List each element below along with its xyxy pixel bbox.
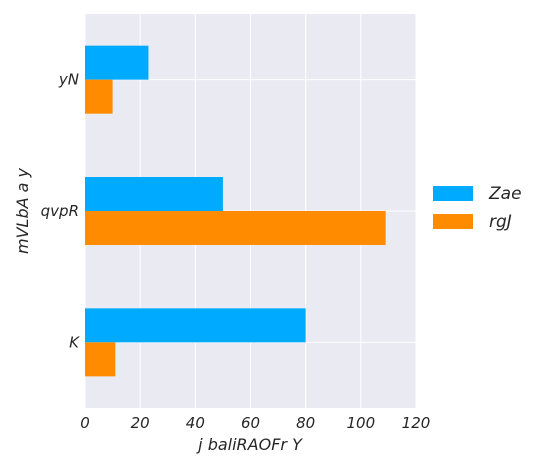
bar-rgJ-K bbox=[85, 342, 116, 377]
bar-Zae-yN bbox=[85, 45, 149, 80]
y-tick-label: qvpR bbox=[41, 202, 79, 220]
x-tick-label: 60 bbox=[241, 414, 260, 432]
legend-swatch-rgJ bbox=[433, 214, 473, 229]
y-tick-label: yN bbox=[58, 71, 79, 89]
y-tick-label: K bbox=[69, 333, 80, 351]
x-tick-label: 120 bbox=[402, 414, 431, 432]
x-tick-label: 0 bbox=[80, 414, 90, 432]
x-tick-label: 40 bbox=[186, 414, 205, 432]
bar-rgJ-qvpR bbox=[85, 211, 386, 245]
bar-rgJ-yN bbox=[85, 79, 113, 114]
bar-Zae-K bbox=[85, 308, 306, 343]
legend: Zae rgJ bbox=[433, 184, 522, 232]
bars bbox=[85, 45, 386, 377]
x-axis-label: j baliRAOFr Y bbox=[196, 435, 303, 454]
x-tick-label: 100 bbox=[347, 414, 376, 432]
x-tick-labels: 0 20 40 60 80 100 120 bbox=[80, 414, 430, 432]
bar-Zae-qvpR bbox=[85, 177, 223, 211]
legend-swatch-Zae bbox=[433, 186, 473, 201]
y-axis-label: mVLbA a y bbox=[13, 167, 32, 254]
x-tick-label: 20 bbox=[131, 414, 150, 432]
legend-label-Zae: Zae bbox=[488, 184, 522, 204]
x-tick-label: 80 bbox=[296, 414, 315, 432]
y-tick-labels: yN qvpR K bbox=[41, 71, 81, 352]
legend-label-rgJ: rgJ bbox=[489, 212, 512, 232]
